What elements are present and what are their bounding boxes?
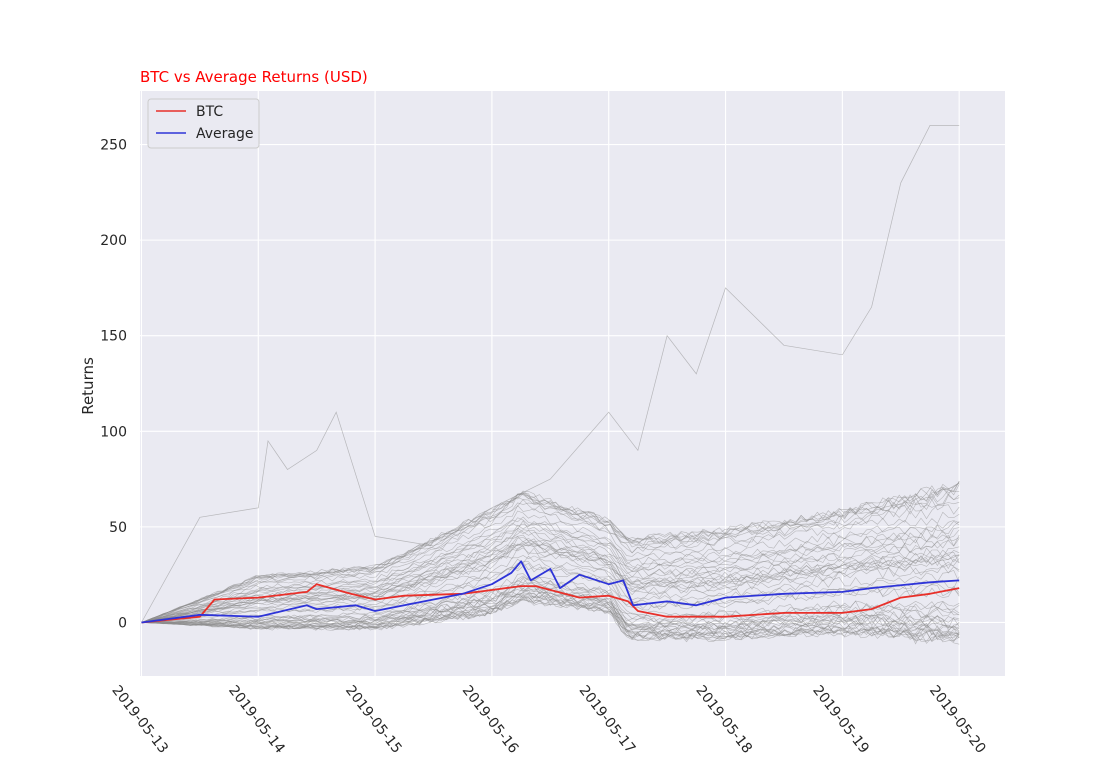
x-tick-label: 2019-05-19: [809, 683, 872, 757]
background-line: [141, 561, 960, 623]
y-tick-label: 150: [100, 329, 127, 345]
background-line: [141, 534, 960, 623]
y-tick-labels: 0 50 100 150 200 250: [100, 138, 127, 632]
x-tick-label: 2019-05-16: [459, 683, 522, 757]
background-line: [141, 543, 960, 623]
x-tick-label: 2019-05-18: [692, 683, 755, 757]
background-line: [141, 577, 960, 623]
background-line: [141, 504, 960, 623]
legend: BTC Average: [147, 98, 260, 149]
background-outlier-line: [141, 125, 960, 623]
background-line: [141, 585, 960, 631]
background-line: [141, 541, 960, 623]
chart-title: BTC vs Average Returns (USD): [140, 68, 368, 86]
background-line: [141, 482, 960, 623]
main-series-lines: [141, 560, 960, 624]
background-line: [141, 555, 960, 623]
background-line: [141, 480, 960, 623]
y-tick-label: 0: [118, 615, 127, 631]
background-line: [141, 596, 960, 642]
background-line: [141, 517, 960, 623]
x-tick-label: 2019-05-15: [342, 683, 405, 757]
y-axis-title: Returns: [79, 357, 97, 415]
x-tick-label: 2019-05-17: [576, 683, 639, 757]
x-tick-label: 2019-05-20: [926, 683, 989, 757]
y-tick-label: 250: [100, 138, 127, 154]
background-line: [141, 484, 960, 623]
background-line: [141, 527, 960, 623]
series-line-average: [141, 560, 960, 624]
legend-label-btc: BTC: [196, 104, 223, 120]
y-tick-label: 100: [100, 424, 127, 440]
y-tick-label: 200: [100, 233, 127, 249]
background-line: [141, 494, 960, 623]
x-tick-labels: 2019-05-13 2019-05-14 2019-05-15 2019-05-16…: [108, 683, 988, 757]
background-line: [141, 584, 960, 629]
background-line: [141, 516, 960, 623]
background-line: [141, 499, 960, 623]
background-line: [141, 588, 960, 633]
background-line: [141, 590, 960, 638]
background-line: [141, 576, 960, 623]
y-tick-label: 50: [109, 520, 127, 536]
series-line-btc: [141, 583, 960, 624]
background-line: [141, 555, 960, 623]
background-line: [141, 493, 960, 623]
background-line: [141, 489, 960, 623]
x-tick-label: 2019-05-13: [108, 683, 171, 757]
background-line: [141, 588, 960, 634]
background-line: [141, 596, 960, 642]
grid-lines: [140, 91, 1005, 676]
x-tick-label: 2019-05-14: [225, 683, 288, 757]
legend-label-average: Average: [196, 126, 254, 142]
background-line: [141, 573, 960, 623]
